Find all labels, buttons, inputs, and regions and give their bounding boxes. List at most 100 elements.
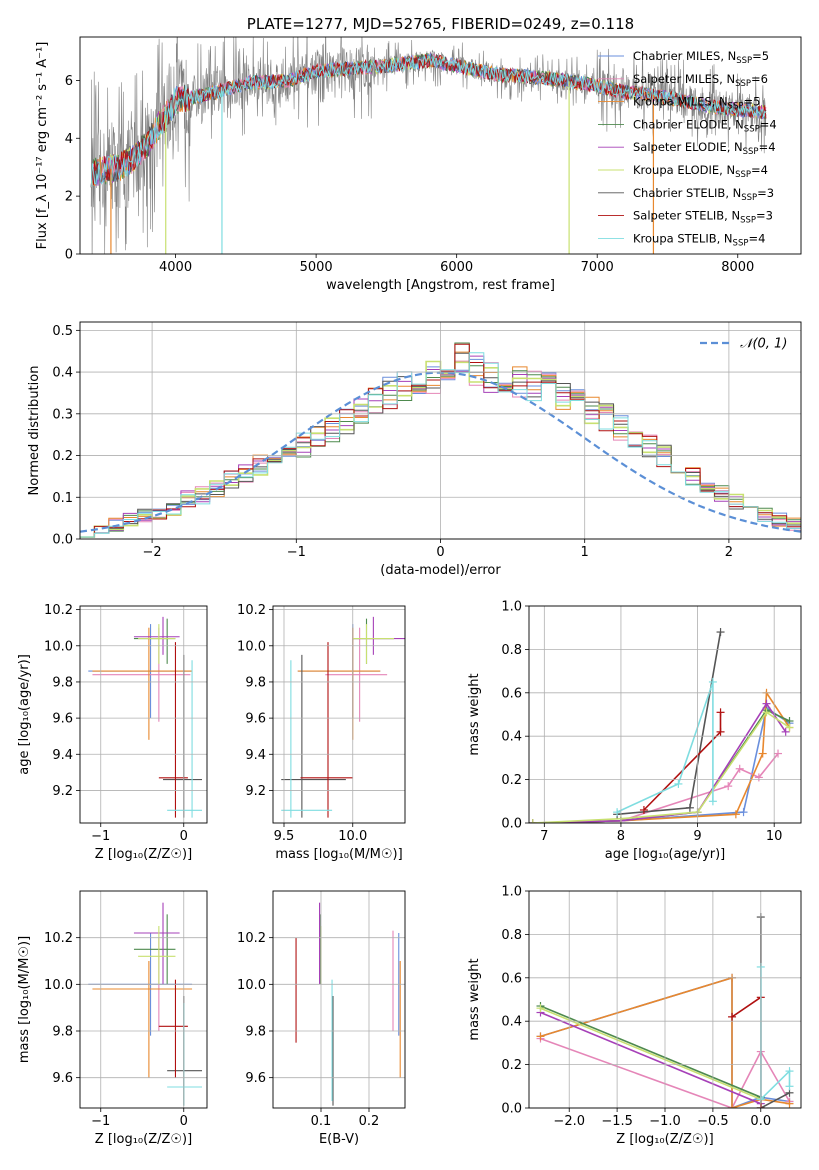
model-line-salpeter_stelib xyxy=(90,53,767,188)
series-line-kroupa_stelib xyxy=(616,681,714,813)
x-tick-label: 8000 xyxy=(721,260,754,275)
y-axis-label: mass weight xyxy=(467,958,482,1040)
legend-text: Chabrier STELIB, N xyxy=(633,186,741,200)
y-tick-label: 9.8 xyxy=(52,675,73,690)
y-tick-label: 9.4 xyxy=(245,748,266,763)
legend-subscript: SSP xyxy=(736,56,752,66)
y-tick-label: 10.0 xyxy=(44,978,73,993)
y-tick-label: 10.2 xyxy=(44,603,73,618)
legend-count: =4 xyxy=(759,140,776,154)
plot-area-age-vs-mass xyxy=(281,616,405,818)
axes-frame xyxy=(79,890,208,1109)
x-axis-label: (data-model)/error xyxy=(380,563,501,578)
x-tick-label: 0.2 xyxy=(359,1114,380,1129)
x-tick-label: 9 xyxy=(693,829,701,844)
x-tick-label: 0 xyxy=(436,545,444,560)
chart-title: PLATE=1277, MJD=52765, FIBERID=0249, z=0… xyxy=(247,15,634,33)
y-tick-label: 6 xyxy=(65,74,73,89)
y-tick-label: 10.0 xyxy=(237,639,266,654)
legend-subscript: SSP xyxy=(735,170,751,180)
marker-salpeter_stelib xyxy=(716,708,725,717)
marker-kroupa_stelib xyxy=(785,1067,794,1076)
x-tick-label: 0.1 xyxy=(311,1114,332,1129)
data-point-salpeter_elodie xyxy=(133,902,180,985)
series-line-kroupa_miles xyxy=(532,690,791,823)
marker-kroupa_stelib xyxy=(708,797,717,806)
y-tick-label: 9.2 xyxy=(52,784,73,799)
y-tick-label: 1.0 xyxy=(501,600,522,615)
legend-count: =4 xyxy=(751,163,768,177)
y-tick-label: 2 xyxy=(65,190,73,205)
axes-frame xyxy=(79,321,802,540)
marker-salpeter_miles xyxy=(774,749,783,758)
y-tick-label: 0.8 xyxy=(501,928,522,943)
marker-salpeter_elodie xyxy=(781,727,790,736)
legend-count: =5 xyxy=(752,49,769,63)
x-tick-label: 7000 xyxy=(581,260,614,275)
x-tick-label: 1 xyxy=(581,545,589,560)
legend-subscript: SSP xyxy=(744,124,760,134)
plot-area-mass-vs-ebv xyxy=(295,902,401,1106)
panel-residuals: −2 −1 0 1 2 0.0 0.1 0.2 0.3 0.4 0.5 (data-model)/er… xyxy=(27,321,802,578)
marker-kroupa_elodie xyxy=(529,819,537,823)
legend-text: Chabrier MILES, N xyxy=(633,49,736,63)
x-tick-label: 2 xyxy=(725,545,733,560)
plot-area-mass-vs-Z xyxy=(88,902,203,1106)
data-point-salpeter_stelib xyxy=(300,642,353,818)
marker-salpeter_miles xyxy=(724,782,733,791)
x-axis-label: age [log₁₀(age/yr)] xyxy=(605,847,726,862)
legend-entry-normal: 𝒩(0, 1) xyxy=(740,337,787,352)
series-line-salpeter_elodie xyxy=(540,1011,762,1108)
x-axis-label: E(B-V) xyxy=(319,1132,359,1147)
data-point-salpeter_elodie xyxy=(352,616,405,655)
y-tick-label: 1.0 xyxy=(501,885,522,900)
data-point-salpeter_miles xyxy=(325,627,388,722)
legend-entry-salpeter_elodie: Salpeter ELODIE, NSSP=4 xyxy=(633,140,776,157)
legend-count: =3 xyxy=(757,186,774,200)
x-tick-label: −1 xyxy=(91,1114,110,1129)
y-tick-label: 9.2 xyxy=(245,784,266,799)
legend-subscript: SSP xyxy=(740,216,756,226)
x-tick-label: −2 xyxy=(143,545,162,560)
legend-text: Kroupa ELODIE, N xyxy=(633,163,735,177)
series-line-salpeter_miles xyxy=(540,1037,791,1108)
marker-salpeter_elodie xyxy=(762,699,771,708)
data-point-kroupa_stelib xyxy=(281,660,333,818)
y-tick-label: 9.6 xyxy=(52,1071,73,1086)
panel-spectrum: 4000 5000 6000 7000 8000 0 2 4 6 wavelength [Angs… xyxy=(35,15,802,293)
x-tick-label: 9.5 xyxy=(274,829,295,844)
data-point-kroupa_stelib xyxy=(167,660,203,818)
y-tick-label: 9.8 xyxy=(245,675,266,690)
legend-entry-kroupa_miles: Kroupa MILES, NSSP=5 xyxy=(633,95,760,112)
panel-age-vs-mass: 9.5 10.0 9.2 9.4 9.6 9.8 10.0 10.2 mass [log₁₀(M… xyxy=(237,603,406,862)
plot-area-mass-weight-vs-age xyxy=(529,628,794,823)
y-tick-label: 0.8 xyxy=(501,643,522,658)
marker-kroupa_stelib xyxy=(674,779,683,788)
data-point-kroupa_miles xyxy=(92,627,193,740)
y-tick-label: 0.0 xyxy=(52,533,73,548)
x-tick-label: 0 xyxy=(180,1114,188,1129)
x-tick-label: 10.0 xyxy=(338,829,367,844)
data-point-chabrier_elodie xyxy=(133,618,176,664)
x-tick-label: −2.0 xyxy=(553,1114,585,1129)
x-tick-label: 6000 xyxy=(440,260,473,275)
legend-count: =5 xyxy=(743,95,760,109)
y-tick-label: 0.4 xyxy=(52,366,73,381)
legend-entry-kroupa_elodie: Kroupa ELODIE, NSSP=4 xyxy=(633,163,768,180)
marker-chabrier_stelib xyxy=(685,803,694,812)
x-axis-label: wavelength [Angstrom, rest frame] xyxy=(326,278,555,293)
y-tick-label: 0.2 xyxy=(52,449,73,464)
marker-kroupa_elodie xyxy=(536,1004,545,1013)
x-tick-label: 4000 xyxy=(159,260,192,275)
marker-kroupa_miles xyxy=(728,1104,737,1108)
y-tick-label: 0.5 xyxy=(52,324,73,339)
y-tick-label: 10.2 xyxy=(237,603,266,618)
series-line-chabrier_stelib xyxy=(617,631,722,816)
data-point-kroupa_miles xyxy=(297,627,381,740)
panel-mass-weight-vs-Z: −2.0 −1.5 −1.0 −0.5 0.0 0.0 0.2 0.4 0.6 0.8 1.0 Z [… xyxy=(467,885,802,1147)
data-point-kroupa_stelib xyxy=(167,1003,203,1106)
y-axis-label: mass weight xyxy=(467,673,482,755)
series-line-chabrier_miles xyxy=(532,706,790,823)
y-tick-label: 10.2 xyxy=(44,931,73,946)
